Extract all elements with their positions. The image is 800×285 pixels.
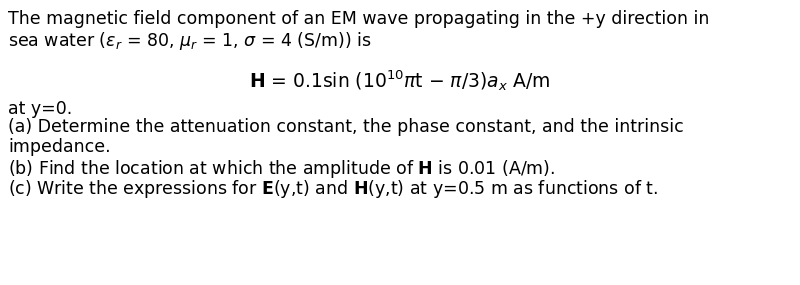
- Text: (b) Find the location at which the amplitude of $\mathbf{H}$ is 0.01 (A/m).: (b) Find the location at which the ampli…: [8, 158, 555, 180]
- Text: at y=0.: at y=0.: [8, 100, 72, 118]
- Text: (a) Determine the attenuation constant, the phase constant, and the intrinsic: (a) Determine the attenuation constant, …: [8, 118, 684, 136]
- Text: impedance.: impedance.: [8, 138, 110, 156]
- Text: The magnetic field component of an EM wave propagating in the +y direction in: The magnetic field component of an EM wa…: [8, 10, 710, 28]
- Text: $\mathbf{H}$ = 0.1sin (10$^{10}$$\pi$t $-$ $\pi$/3)$a_x$ A/m: $\mathbf{H}$ = 0.1sin (10$^{10}$$\pi$t $…: [250, 68, 550, 93]
- Text: sea water ($\varepsilon_r$ = 80, $\mu_r$ = 1, $\sigma$ = 4 (S/m)) is: sea water ($\varepsilon_r$ = 80, $\mu_r$…: [8, 30, 371, 52]
- Text: (c) Write the expressions for $\mathbf{E}$(y,t) and $\mathbf{H}$(y,t) at y=0.5 m: (c) Write the expressions for $\mathbf{E…: [8, 178, 658, 200]
